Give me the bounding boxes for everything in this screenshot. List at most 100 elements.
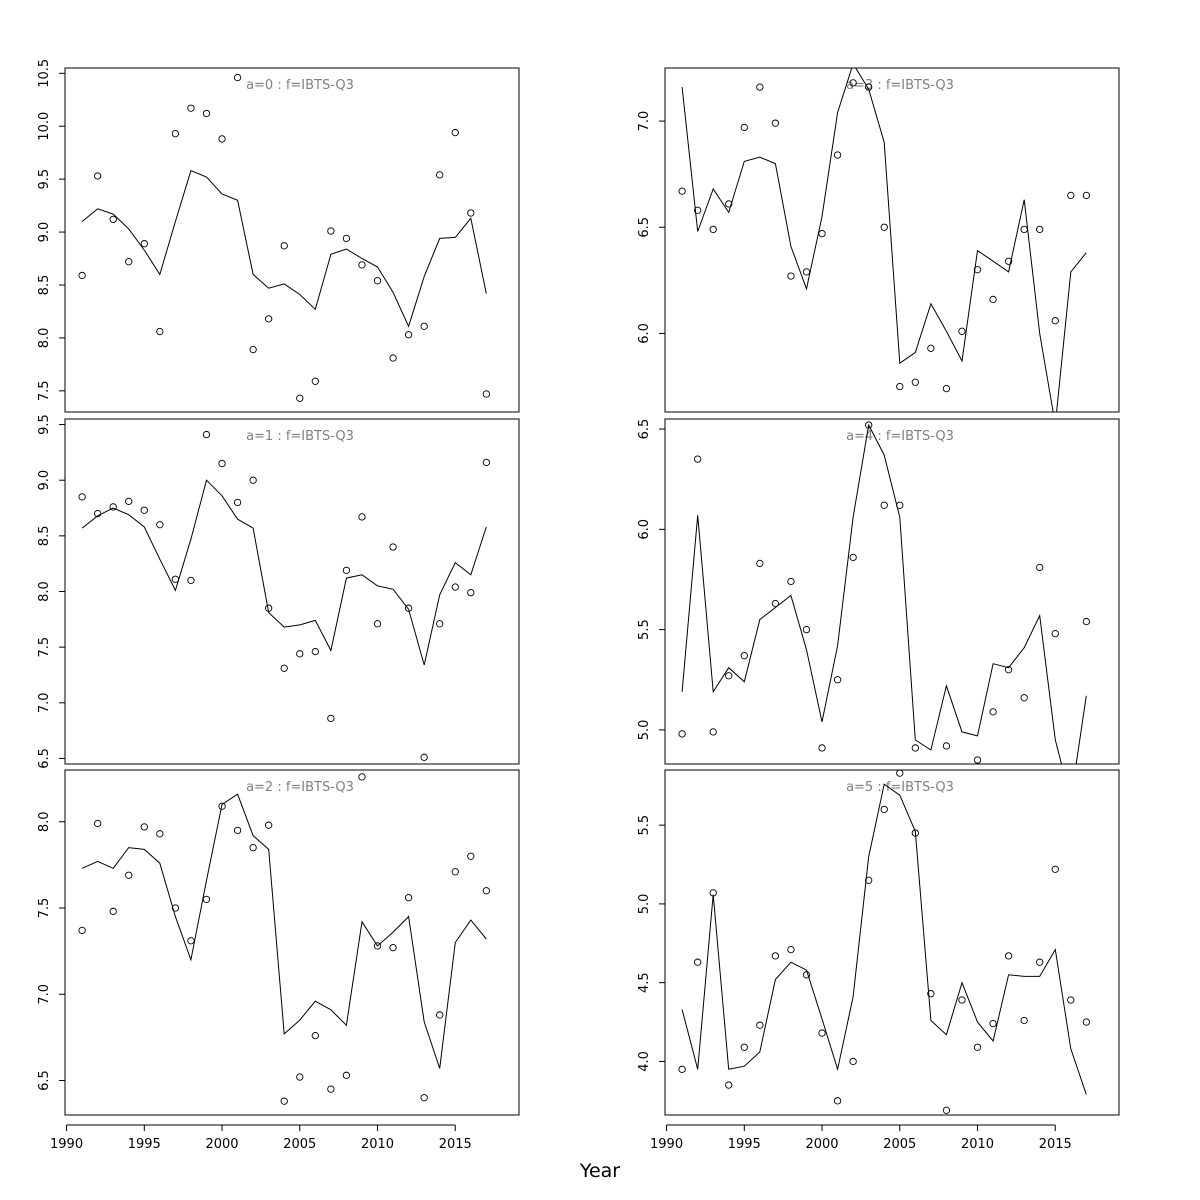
data-point: [140, 823, 148, 831]
x-tick-label: 2005: [883, 1137, 916, 1152]
data-point: [420, 1094, 428, 1102]
data-point: [171, 904, 180, 912]
data-point: [678, 187, 686, 195]
panel-title: a=4 : f=IBTS-Q3: [846, 429, 954, 444]
data-point: [725, 1081, 733, 1089]
x-tick-label: 2015: [1039, 1137, 1072, 1152]
data-point: [187, 104, 195, 112]
plot-area: [678, 770, 1090, 1114]
y-tick-label: 5.0: [637, 720, 652, 741]
data-point: [156, 327, 164, 336]
data-point: [342, 234, 351, 243]
data-point: [311, 377, 319, 385]
y-tick-label: 6.5: [37, 1070, 52, 1091]
data-point: [989, 708, 997, 716]
plot-frame: [64, 67, 520, 413]
data-point: [927, 344, 935, 352]
y-tick-label: 5.5: [637, 815, 652, 836]
data-point: [849, 553, 857, 562]
data-point: [1036, 225, 1044, 234]
data-point: [218, 459, 226, 468]
data-point: [989, 1019, 997, 1028]
data-point: [404, 894, 413, 902]
y-tick-label: 9.0: [37, 222, 52, 243]
data-point: [404, 604, 413, 612]
data-point: [709, 728, 717, 736]
fitted-line: [81, 793, 487, 1069]
data-point: [942, 384, 951, 393]
data-point: [725, 200, 733, 208]
y-tick-label: 7.5: [37, 898, 52, 919]
data-point: [265, 821, 273, 829]
data-point: [280, 242, 288, 250]
data-point: [249, 843, 257, 852]
data-point: [78, 493, 86, 501]
data-point: [358, 261, 366, 269]
data-point: [740, 652, 748, 660]
y-tick-label: 10.5: [37, 59, 52, 88]
y-tick-label: 8.0: [37, 811, 52, 832]
data-point: [389, 944, 397, 952]
data-point: [265, 315, 273, 323]
data-point: [482, 887, 490, 895]
data-point: [125, 258, 133, 266]
data-point: [156, 521, 164, 529]
y-tick-label: 9.0: [37, 470, 52, 491]
data-point: [109, 907, 117, 916]
data-point: [202, 109, 211, 118]
data-point: [833, 676, 842, 684]
panel-a3: 6.0 6.5 7.0 a=3 : f=IBTS-Q3: [637, 67, 1120, 413]
data-point: [973, 756, 982, 764]
data-point: [849, 79, 857, 87]
panel-title: a=0 : f=IBTS-Q3: [246, 78, 354, 93]
data-point: [296, 394, 304, 402]
data-point: [78, 271, 86, 280]
data-point: [771, 952, 780, 960]
y-tick-label: 6.5: [637, 419, 652, 440]
y-tick-label: 8.0: [37, 581, 52, 602]
data-point: [342, 1071, 351, 1079]
y-tick-label: 6.0: [637, 323, 652, 344]
data-point: [140, 506, 148, 514]
data-point: [94, 509, 102, 518]
x-tick-label: 2000: [805, 1137, 838, 1152]
fitted-line: [81, 170, 487, 328]
y-tick-label: 10.0: [37, 112, 52, 141]
data-point: [833, 151, 842, 159]
x-tick-label: 1995: [728, 1137, 761, 1152]
data-point: [482, 458, 490, 467]
data-point: [771, 599, 780, 608]
data-point: [404, 331, 413, 339]
y-tick-label: 6.5: [37, 748, 52, 769]
data-point: [311, 647, 319, 656]
data-point: [942, 742, 951, 750]
plot-frame: [664, 67, 1120, 413]
data-point: [833, 1097, 842, 1105]
plot-area: [78, 73, 490, 402]
data-point: [880, 501, 888, 509]
data-point: [1067, 191, 1075, 200]
data-point: [187, 937, 195, 945]
data-point: [171, 129, 180, 138]
data-point: [125, 871, 133, 879]
data-point: [818, 1029, 826, 1037]
data-point: [740, 1043, 748, 1051]
data-point: [311, 1032, 319, 1040]
data-point: [756, 83, 764, 91]
panel-title: a=5 : f=IBTS-Q3: [846, 780, 954, 795]
plot-frame: [64, 769, 520, 1116]
data-point: [420, 753, 428, 761]
y-tick-label: 7.0: [37, 984, 52, 1005]
x-tick-label: 1990: [50, 1137, 83, 1152]
data-point: [1004, 952, 1013, 960]
data-point: [327, 714, 335, 723]
data-point: [896, 382, 904, 391]
y-tick-label: 6.5: [637, 217, 652, 238]
data-point: [467, 209, 475, 217]
data-point: [709, 225, 717, 234]
y-tick-label: 9.5: [37, 169, 52, 190]
y-tick-label: 5.5: [637, 619, 652, 640]
plot-area: [678, 68, 1090, 412]
data-point: [467, 852, 475, 860]
